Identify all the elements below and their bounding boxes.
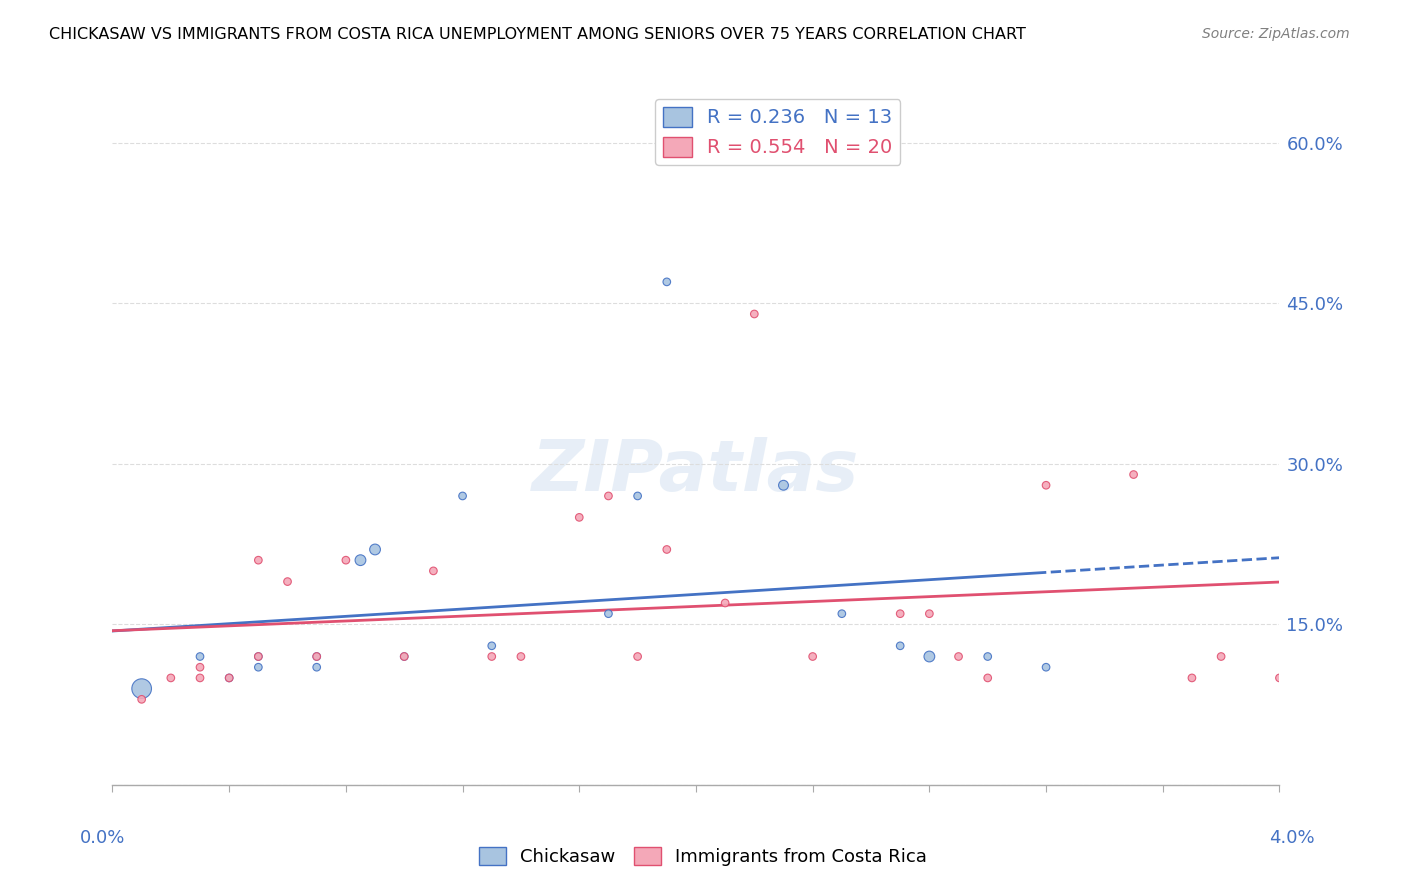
Point [276, 574, 298, 589]
Point [305, 649, 328, 664]
Point [598, 489, 620, 503]
Text: 0.0%: 0.0% [80, 829, 125, 847]
Point [1181, 671, 1204, 685]
Point [1035, 478, 1057, 492]
Point [655, 542, 678, 557]
Point [247, 660, 270, 674]
Text: 4.0%: 4.0% [1270, 829, 1315, 847]
Point [305, 660, 328, 674]
Point [714, 596, 737, 610]
Point [568, 510, 591, 524]
Point [772, 478, 794, 492]
Point [160, 671, 183, 685]
Point [218, 671, 240, 685]
Text: ZIPatlas: ZIPatlas [533, 437, 859, 507]
Point [598, 607, 620, 621]
Point [247, 553, 270, 567]
Point [1122, 467, 1144, 482]
Point [889, 607, 911, 621]
Point [247, 649, 270, 664]
Point [218, 671, 240, 685]
Point [918, 649, 941, 664]
Legend: Chickasaw, Immigrants from Costa Rica: Chickasaw, Immigrants from Costa Rica [471, 839, 935, 873]
Point [976, 671, 998, 685]
Point [831, 607, 853, 621]
Point [335, 553, 357, 567]
Point [247, 649, 270, 664]
Point [1035, 660, 1057, 674]
Point [976, 649, 998, 664]
Point [188, 660, 211, 674]
Point [364, 542, 387, 557]
Point [131, 692, 153, 706]
Point [627, 489, 650, 503]
Point [481, 649, 503, 664]
Point [627, 649, 650, 664]
Point [131, 681, 153, 696]
Point [918, 607, 941, 621]
Point [394, 649, 416, 664]
Point [394, 649, 416, 664]
Point [422, 564, 444, 578]
Point [1211, 649, 1233, 664]
Point [481, 639, 503, 653]
Point [801, 649, 824, 664]
Point [1268, 671, 1291, 685]
Point [188, 649, 211, 664]
Point [188, 671, 211, 685]
Point [305, 649, 328, 664]
Point [742, 307, 765, 321]
Text: CHICKASAW VS IMMIGRANTS FROM COSTA RICA UNEMPLOYMENT AMONG SENIORS OVER 75 YEARS: CHICKASAW VS IMMIGRANTS FROM COSTA RICA … [49, 27, 1026, 42]
Text: Source: ZipAtlas.com: Source: ZipAtlas.com [1202, 27, 1350, 41]
Legend: R = 0.236   N = 13, R = 0.554   N = 20: R = 0.236 N = 13, R = 0.554 N = 20 [655, 99, 900, 165]
Point [451, 489, 474, 503]
Point [655, 275, 678, 289]
Point [509, 649, 531, 664]
Point [349, 553, 371, 567]
Point [889, 639, 911, 653]
Point [948, 649, 970, 664]
